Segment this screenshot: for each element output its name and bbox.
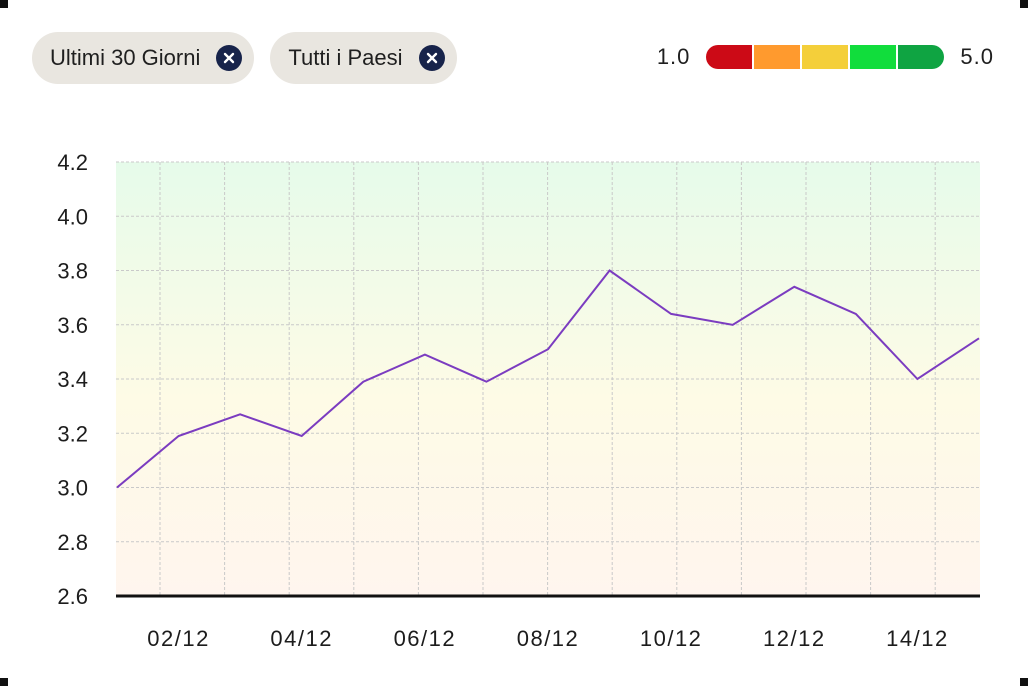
filter-chip-period[interactable]: Ultimi 30 Giorni xyxy=(32,32,255,84)
corner-mark xyxy=(0,0,8,8)
y-axis-ticks: 2.6 2.8 3.0 3.2 3.4 3.6 3.8 4.0 4.2 xyxy=(57,150,88,609)
x-tick-label: 12/12 xyxy=(763,626,826,651)
grid-lines xyxy=(116,161,980,597)
x-tick-label: 02/12 xyxy=(147,626,210,651)
legend-min-label: 1.0 xyxy=(656,44,691,69)
filter-chip-country[interactable]: Tutti i Paesi xyxy=(270,32,457,84)
legend-segment-1 xyxy=(706,45,753,69)
x-tick-label: 14/12 xyxy=(886,626,949,651)
y-tick-label: 4.0 xyxy=(57,204,88,229)
data-points xyxy=(116,270,980,488)
filter-chip-label: Tutti i Paesi xyxy=(288,45,403,70)
filter-chips: Ultimi 30 Giorni Tutti i Paesi xyxy=(32,32,457,84)
y-tick-label: 3.0 xyxy=(57,476,88,501)
y-tick-label: 3.2 xyxy=(57,421,88,446)
corner-mark xyxy=(1020,0,1028,8)
legend-segment-2 xyxy=(754,45,801,69)
y-tick-label: 2.6 xyxy=(57,584,88,609)
color-scale-legend: 1.0 5.0 xyxy=(657,44,994,70)
x-tick-label: 08/12 xyxy=(517,626,580,651)
y-tick-label: 3.4 xyxy=(57,367,88,392)
x-tick-label: 10/12 xyxy=(640,626,703,651)
legend-max-label: 5.0 xyxy=(960,44,994,69)
y-tick-label: 3.8 xyxy=(57,259,88,284)
corner-mark xyxy=(1020,678,1028,686)
x-tick-label: 06/12 xyxy=(394,626,457,651)
corner-mark xyxy=(0,678,8,686)
legend-color-bar xyxy=(706,45,945,69)
y-tick-label: 4.2 xyxy=(57,150,88,175)
close-icon[interactable] xyxy=(418,45,445,71)
legend-segment-5 xyxy=(898,45,945,69)
filter-chip-label: Ultimi 30 Giorni xyxy=(50,45,201,70)
series-line xyxy=(116,269,980,489)
y-tick-label: 2.8 xyxy=(57,530,88,555)
x-axis-ticks: 02/12 04/12 06/12 08/12 10/12 12/12 14/12 xyxy=(147,626,949,651)
x-tick-label: 04/12 xyxy=(270,626,333,651)
legend-segment-4 xyxy=(850,45,897,69)
close-icon[interactable] xyxy=(216,45,243,71)
y-tick-label: 3.6 xyxy=(57,313,88,338)
legend-segment-3 xyxy=(802,45,849,69)
